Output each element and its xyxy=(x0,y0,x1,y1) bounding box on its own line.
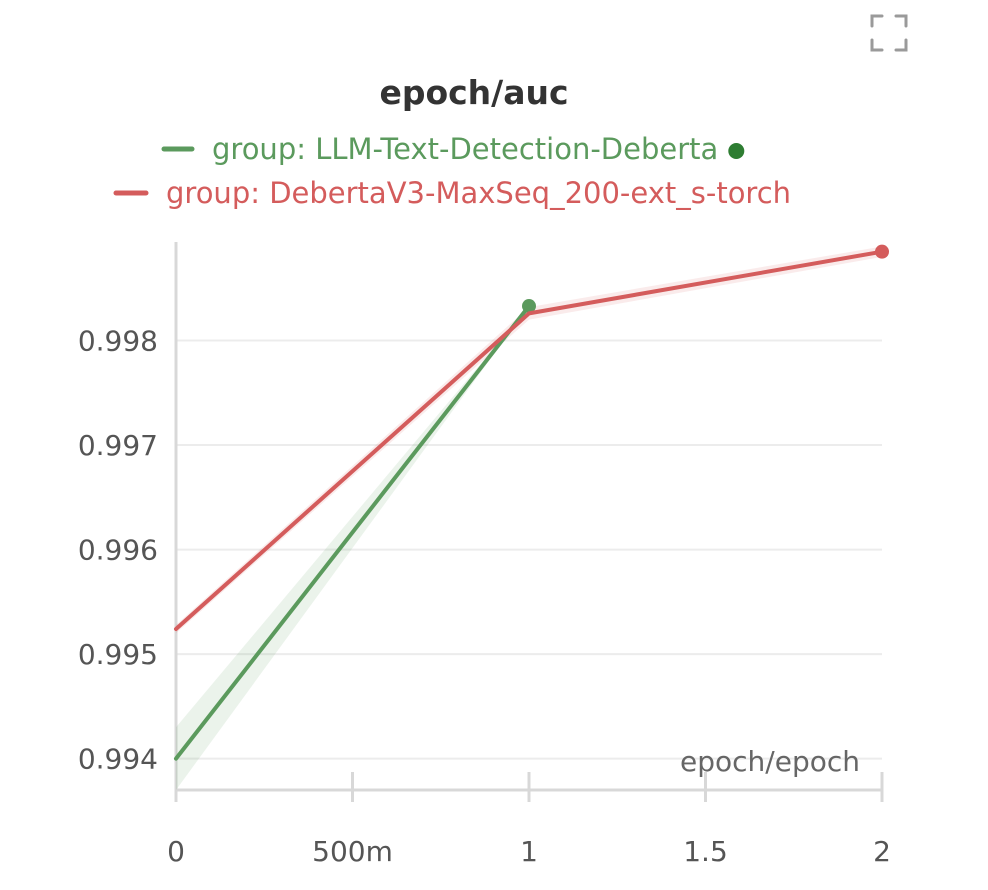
legend-live-dot-icon xyxy=(728,143,745,159)
x-tick-label-0: 0 xyxy=(167,835,185,868)
x-tick-label-3: 1.5 xyxy=(683,835,728,868)
axes: 0.994 0.995 0.996 0.997 0.998 0 500m 1 1.5 2 xyxy=(78,242,891,868)
x-tick-label-2: 1 xyxy=(520,835,538,868)
legend: group: LLM-Text-Detection-Deberta group: … xyxy=(113,132,791,210)
series-layer xyxy=(174,244,889,790)
chart-title: epoch/auc xyxy=(379,73,568,112)
x-axis-title: epoch/epoch xyxy=(680,745,860,778)
legend-label-1[interactable]: group: DebertaV3-MaxSeq_200-ext_s-torch xyxy=(166,176,791,210)
y-tick-label-2: 0.996 xyxy=(78,534,158,567)
x-tick-label-4: 2 xyxy=(873,835,891,868)
y-tick-label-3: 0.997 xyxy=(78,429,158,462)
expand-icon[interactable] xyxy=(866,10,912,56)
y-tick-label-0: 0.994 xyxy=(78,743,158,776)
y-tick-label-1: 0.995 xyxy=(78,638,158,671)
y-tick-label-4: 0.998 xyxy=(78,325,158,358)
series-0-end-point[interactable] xyxy=(522,299,536,314)
series-0-band xyxy=(176,306,529,790)
series-0-line[interactable] xyxy=(174,304,531,761)
series-1-end-point[interactable] xyxy=(875,244,889,259)
series-1-line[interactable] xyxy=(174,249,884,632)
grid-lines xyxy=(176,339,882,760)
x-tick-label-1: 500m xyxy=(312,835,393,868)
legend-label-0[interactable]: group: LLM-Text-Detection-Deberta xyxy=(212,132,718,166)
